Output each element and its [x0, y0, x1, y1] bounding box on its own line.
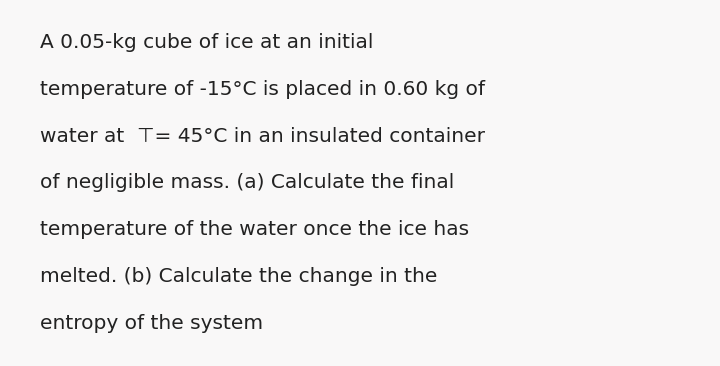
Text: temperature of -15°C is placed in 0.60 kg of: temperature of -15°C is placed in 0.60 k… — [40, 80, 485, 99]
Text: melted. (b) Calculate the change in the: melted. (b) Calculate the change in the — [40, 267, 437, 286]
Text: entropy of the system: entropy of the system — [40, 314, 263, 333]
Text: temperature of the water once the ice has: temperature of the water once the ice ha… — [40, 220, 469, 239]
Text: water at  ⊤= 45°C in an insulated container: water at ⊤= 45°C in an insulated contain… — [40, 127, 485, 146]
Text: of negligible mass. (a) Calculate the final: of negligible mass. (a) Calculate the fi… — [40, 173, 454, 193]
Text: A 0.05-kg cube of ice at an initial: A 0.05-kg cube of ice at an initial — [40, 33, 373, 52]
